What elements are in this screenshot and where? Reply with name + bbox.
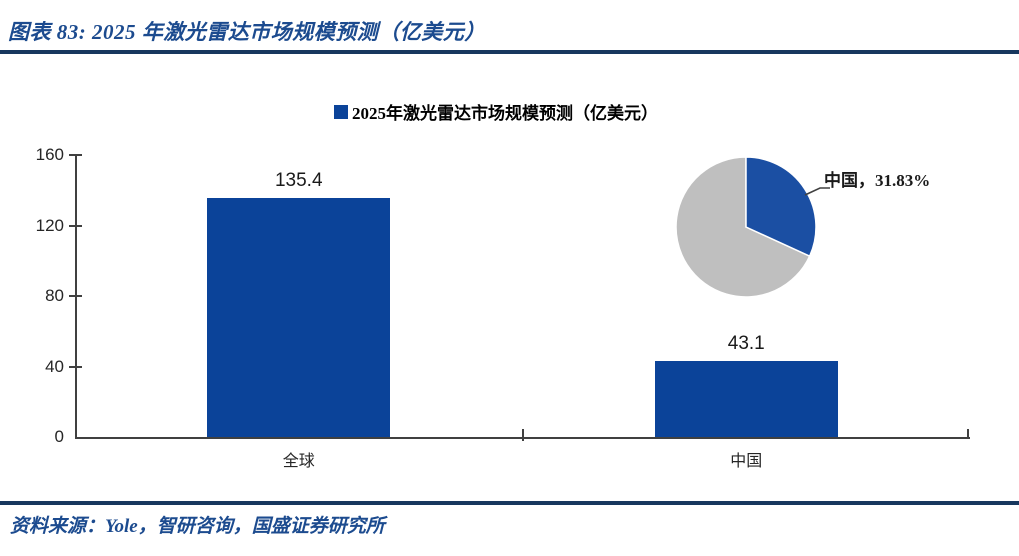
pie-chart-inset [675, 156, 817, 298]
bar-全球 [207, 198, 391, 437]
y-axis-tick-label: 80 [45, 286, 64, 305]
y-axis-tick-mark [69, 224, 82, 227]
x-axis-category-label: 中国 [730, 453, 763, 470]
bar-value-label: 43.1 [727, 333, 765, 355]
pie-annotation-label: 中国，31.83% [824, 171, 931, 190]
legend-swatch-icon [334, 104, 348, 119]
y-axis-tick-mark [69, 295, 82, 297]
pie-slice-china [745, 156, 817, 258]
y-axis-tick-mark [69, 154, 82, 156]
y-axis-tick-label: 160 [35, 145, 64, 164]
y-axis-tick-label: 120 [35, 215, 64, 235]
bar-中国 [654, 361, 838, 437]
figure-title: 图表 83: 2025 年激光雷达市场规模预测（亿美元） [8, 20, 486, 44]
pie-slice-rest [675, 156, 811, 298]
top-divider [0, 50, 1019, 54]
bottom-divider [0, 501, 1019, 505]
pie-annotation-leader-line [804, 187, 830, 196]
source-note: 资料来源：Yole，智研咨询，国盛证券研究所 [10, 516, 385, 537]
y-axis-tick-mark [69, 365, 82, 368]
legend-label: 2025年激光雷达市场规模预测（亿美元） [352, 104, 658, 123]
y-axis-tick-label: 40 [45, 356, 64, 376]
x-axis-end-tick-mark [967, 429, 969, 437]
y-axis-line [75, 155, 77, 439]
x-axis-category-label: 全球 [282, 453, 315, 470]
bar-value-label: 135.4 [274, 170, 323, 192]
x-axis-tick-mark [521, 429, 524, 441]
y-axis-tick-label: 0 [54, 427, 64, 446]
chart-legend: 2025年激光雷达市场规模预测（亿美元） [334, 99, 658, 124]
